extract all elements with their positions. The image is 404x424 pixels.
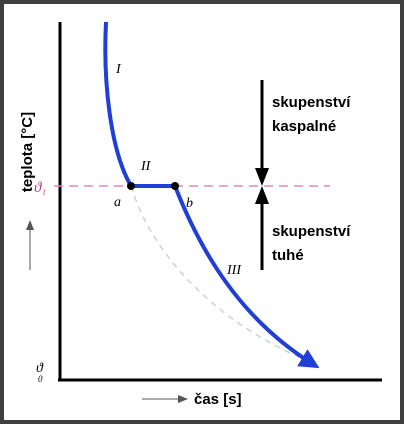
- point-a: [127, 182, 135, 190]
- undercooling-curve: [130, 185, 311, 363]
- origin-tick-label: ϑ: [36, 361, 44, 376]
- melting-point-tick-label: ϑ: [34, 180, 43, 196]
- segment-III-label: III: [226, 263, 242, 278]
- segment-III-line: [173, 185, 320, 369]
- point-a-label: a: [114, 195, 121, 210]
- segment-I-line: [103, 21, 133, 188]
- solid-state-label-line1: skupenství: [272, 223, 351, 240]
- liquid-state-label-line2: kaspalné: [272, 118, 336, 135]
- melting-point-tick-subscript: t: [43, 187, 46, 197]
- segment-II-label: II: [140, 159, 152, 174]
- liquid-state-label-line1: skupenství: [272, 94, 351, 111]
- x-axis-direction-arrowhead: [178, 395, 188, 403]
- origin-tick-subscript: 0: [38, 374, 43, 384]
- segment-I-label: I: [115, 62, 122, 77]
- point-b-label: b: [186, 196, 193, 211]
- solid-state-arrowhead: [255, 186, 269, 204]
- x-axis-label: čas [s]: [194, 391, 242, 408]
- y-axis-direction-arrowhead: [26, 220, 34, 230]
- solid-state-label-line2: tuhé: [272, 247, 304, 264]
- point-b: [171, 182, 179, 190]
- y-axis-label: teplota [°C]: [19, 112, 36, 192]
- liquid-state-arrowhead: [255, 168, 269, 186]
